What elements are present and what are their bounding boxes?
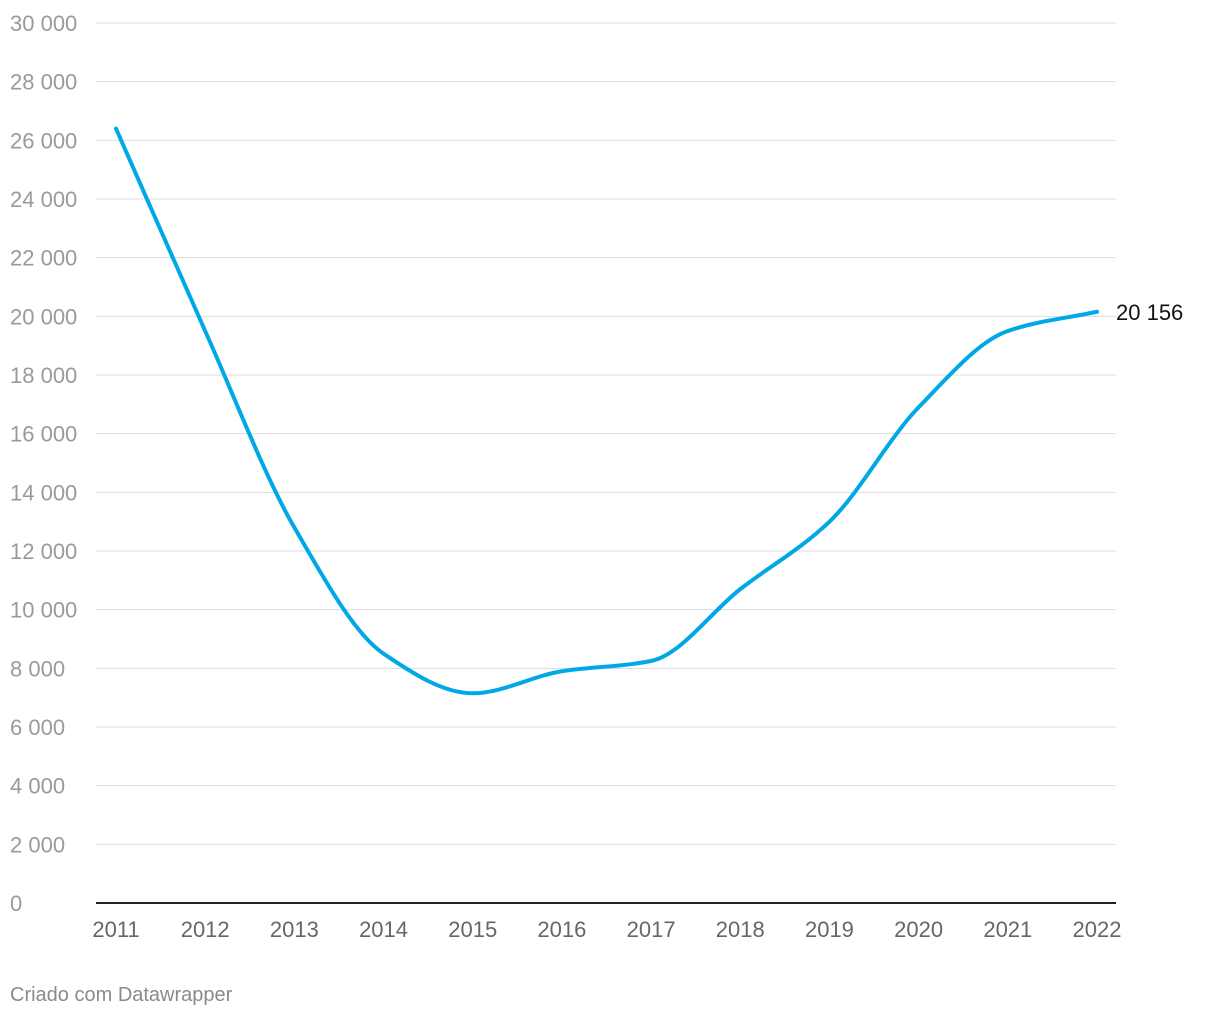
series-line xyxy=(114,126,1099,696)
y-tick-label: 26 000 xyxy=(10,128,77,153)
end-value-label: 20 156 xyxy=(1116,300,1183,325)
x-tick-label: 2011 xyxy=(92,917,139,942)
y-tick-label: 10 000 xyxy=(10,598,77,623)
gridlines xyxy=(96,22,1116,845)
y-tick-label: 8 000 xyxy=(10,656,65,681)
y-tick-label: 12 000 xyxy=(10,539,77,564)
x-tick-label: 2020 xyxy=(894,917,943,942)
y-tick-label: 28 000 xyxy=(10,70,77,95)
y-tick-label: 0 xyxy=(10,891,22,916)
x-tick-label: 2018 xyxy=(716,917,765,942)
y-tick-label: 22 000 xyxy=(10,246,77,271)
y-axis-ticks: 0 2 000 4 000 6 000 8 000 10 000 12 000 14 000 1… xyxy=(10,11,77,916)
footer-credit: Criado com Datawrapper xyxy=(10,984,233,1006)
y-tick-label: 14 000 xyxy=(10,480,77,505)
x-tick-label: 2019 xyxy=(805,917,854,942)
x-tick-label: 2022 xyxy=(1073,917,1122,942)
y-tick-label: 6 000 xyxy=(10,715,65,740)
y-tick-label: 18 000 xyxy=(10,363,77,388)
y-tick-label: 2 000 xyxy=(10,832,65,857)
x-tick-label: 2012 xyxy=(181,917,230,942)
x-tick-label: 2021 xyxy=(983,917,1032,942)
y-tick-label: 24 000 xyxy=(10,187,77,212)
x-tick-label: 2017 xyxy=(627,917,676,942)
y-tick-label: 20 000 xyxy=(10,304,77,329)
x-tick-label: 2015 xyxy=(448,917,497,942)
x-tick-label: 2014 xyxy=(359,917,408,942)
x-axis-ticks: 2011 2012 2013 2014 2015 2016 2017 2018 2019 2020… xyxy=(92,917,1121,942)
x-tick-label: 2013 xyxy=(270,917,319,942)
y-tick-label: 30 000 xyxy=(10,11,77,36)
x-tick-label: 2016 xyxy=(537,917,586,942)
y-tick-label: 4 000 xyxy=(10,774,65,799)
y-tick-label: 16 000 xyxy=(10,422,77,447)
